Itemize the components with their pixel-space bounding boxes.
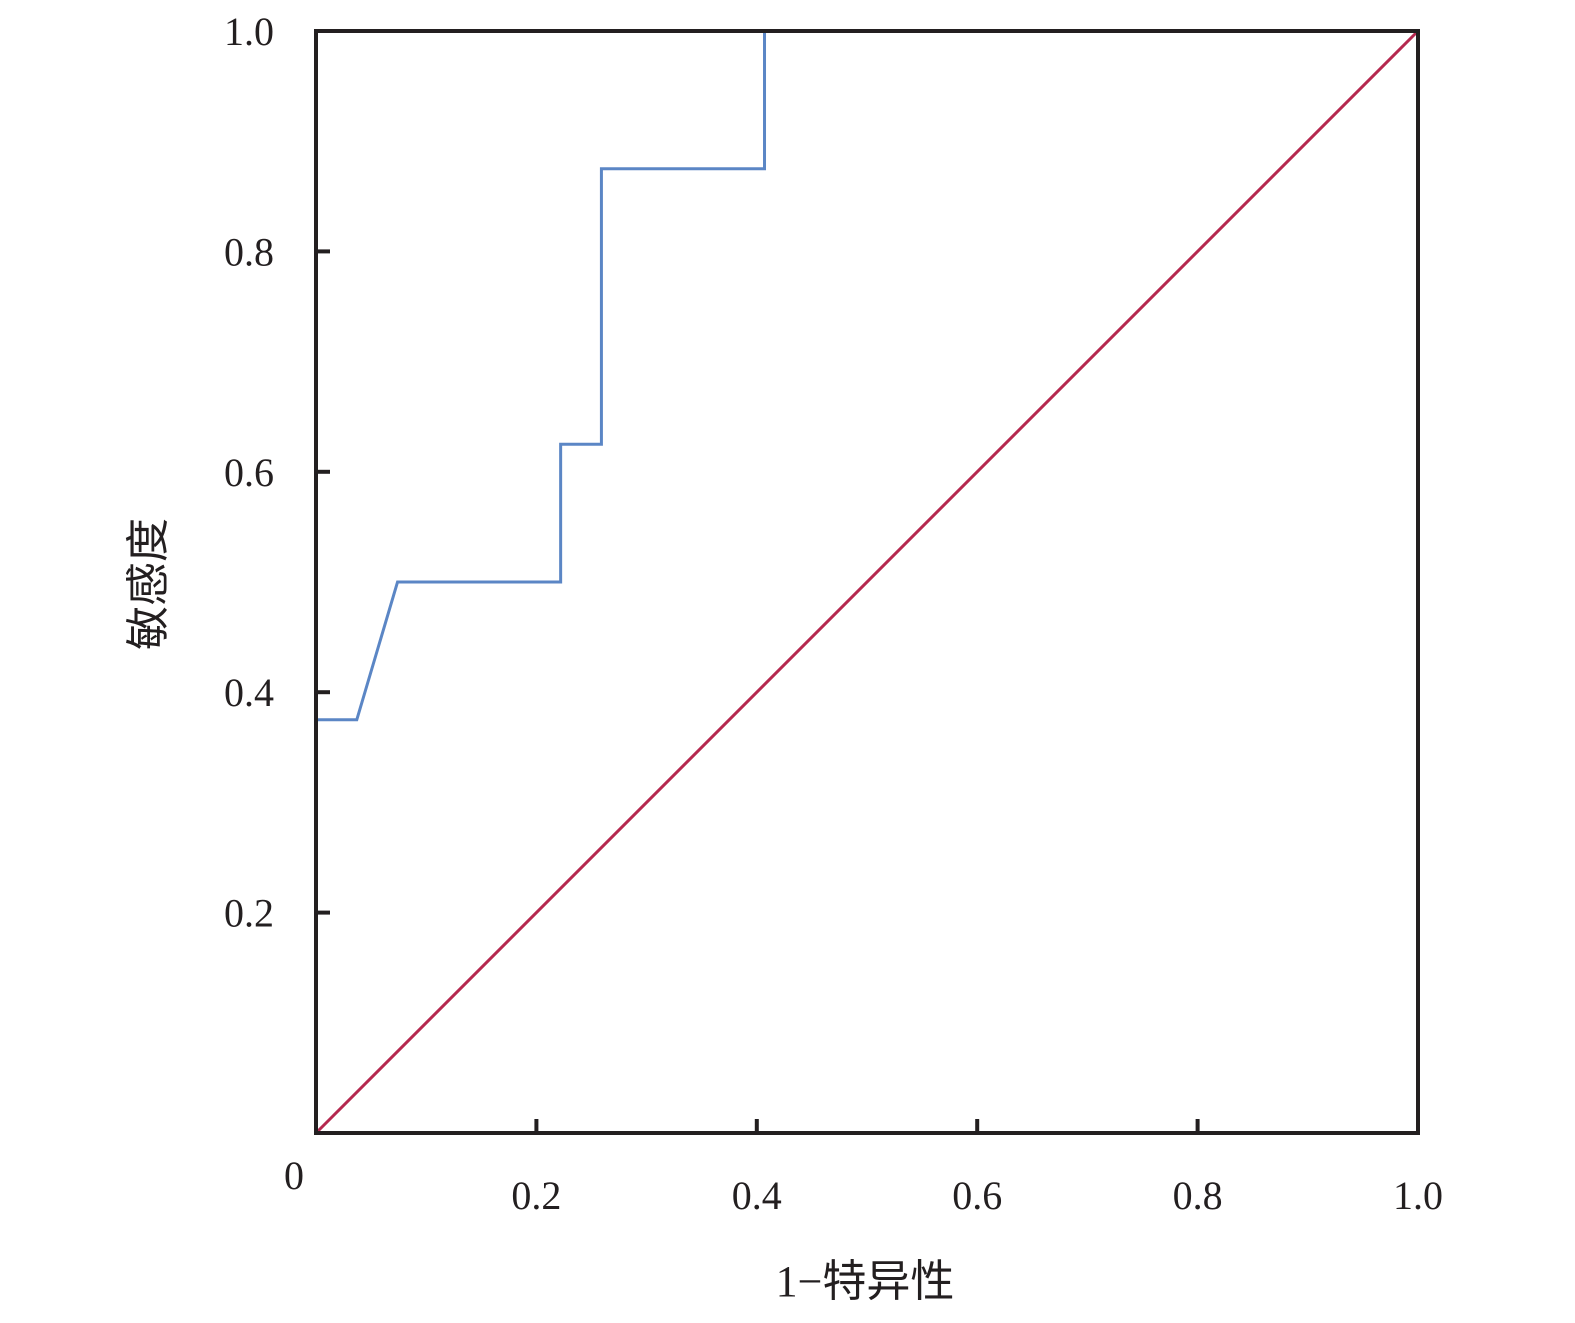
x-tick-label: 0.8 <box>1173 1173 1223 1218</box>
x-tick-label: 0.4 <box>732 1173 782 1218</box>
y-tick-label: 1.0 <box>224 9 274 54</box>
y-tick-label: 0.4 <box>224 670 274 715</box>
y-tick-label: 0.2 <box>224 891 274 936</box>
x-tick-label: 0.2 <box>511 1173 561 1218</box>
x-tick-label: 0 <box>284 1153 304 1198</box>
y-tick-label: 0.6 <box>224 450 274 495</box>
x-tick-label: 0.6 <box>952 1173 1002 1218</box>
x-tick-label: 1.0 <box>1393 1173 1443 1218</box>
series-layer <box>314 29 1420 1135</box>
tick-layer: 0 0.2 0.4 0.6 0.8 1.0 0.2 0.4 0.6 0.8 1.0 <box>224 9 1443 1218</box>
y-tick-label: 0.8 <box>224 229 274 274</box>
roc-curve-line <box>314 29 1418 1133</box>
x-axis-title: 1−特异性 <box>776 1257 955 1306</box>
reference-diagonal-line <box>314 29 1420 1135</box>
y-axis-title: 敏感度 <box>124 518 173 650</box>
plot-frame <box>314 29 1420 1135</box>
